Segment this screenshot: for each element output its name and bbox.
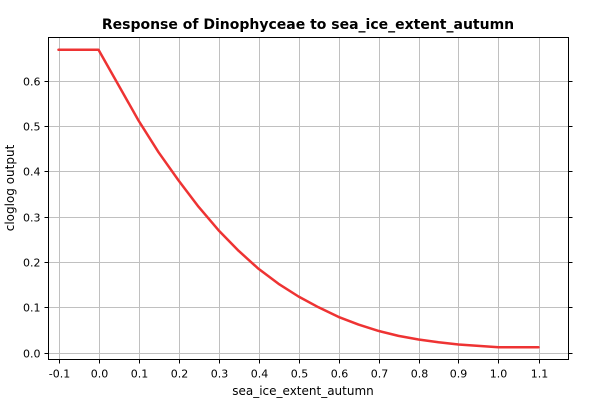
y-tick-label: 0.3: [23, 212, 41, 225]
x-tick-label: 0.9: [450, 368, 468, 381]
x-tick-label: 0.7: [371, 368, 389, 381]
x-tick-label: -0.1: [49, 368, 70, 381]
x-axis-label: sea_ice_extent_autumn: [232, 384, 374, 398]
grid-layer: [48, 37, 569, 360]
response-curve: [57, 48, 540, 349]
y-tick-label: 0.4: [23, 166, 41, 179]
y-tick-label: 0.6: [23, 76, 41, 89]
x-tick-label: 1.1: [531, 368, 549, 381]
x-tick-label: 0.2: [171, 368, 189, 381]
x-axis-ticks: -0.1 0.0 0.1 0.2 0.3 0.4 0.5 0.6 0.7 0.8 0.9 1.0 1.1: [49, 359, 549, 381]
x-tick-label: 0.5: [291, 368, 309, 381]
y-axis-label: cloglog output: [3, 144, 17, 231]
x-tick-label: 1.0: [490, 368, 508, 381]
x-tick-label: 0.6: [331, 368, 349, 381]
x-tick-label: 0.4: [251, 368, 269, 381]
y-tick-label: 0.2: [23, 257, 41, 270]
plot-frame: [48, 37, 569, 360]
x-tick-label: 0.0: [91, 368, 109, 381]
y-tick-label: 0.5: [23, 121, 41, 134]
chart-title: Response of Dinophyceae to sea_ice_exten…: [102, 17, 514, 33]
x-tick-label: 0.3: [211, 368, 229, 381]
y-tick-label: 0.0: [23, 348, 41, 361]
x-tick-label: 0.8: [411, 368, 429, 381]
y-tick-label: 0.1: [23, 302, 41, 315]
y-axis-ticks: 0.0 0.1 0.2 0.3 0.4 0.5 0.6: [23, 76, 573, 361]
x-tick-label: 0.1: [131, 368, 149, 381]
curve-layer: [57, 48, 540, 349]
